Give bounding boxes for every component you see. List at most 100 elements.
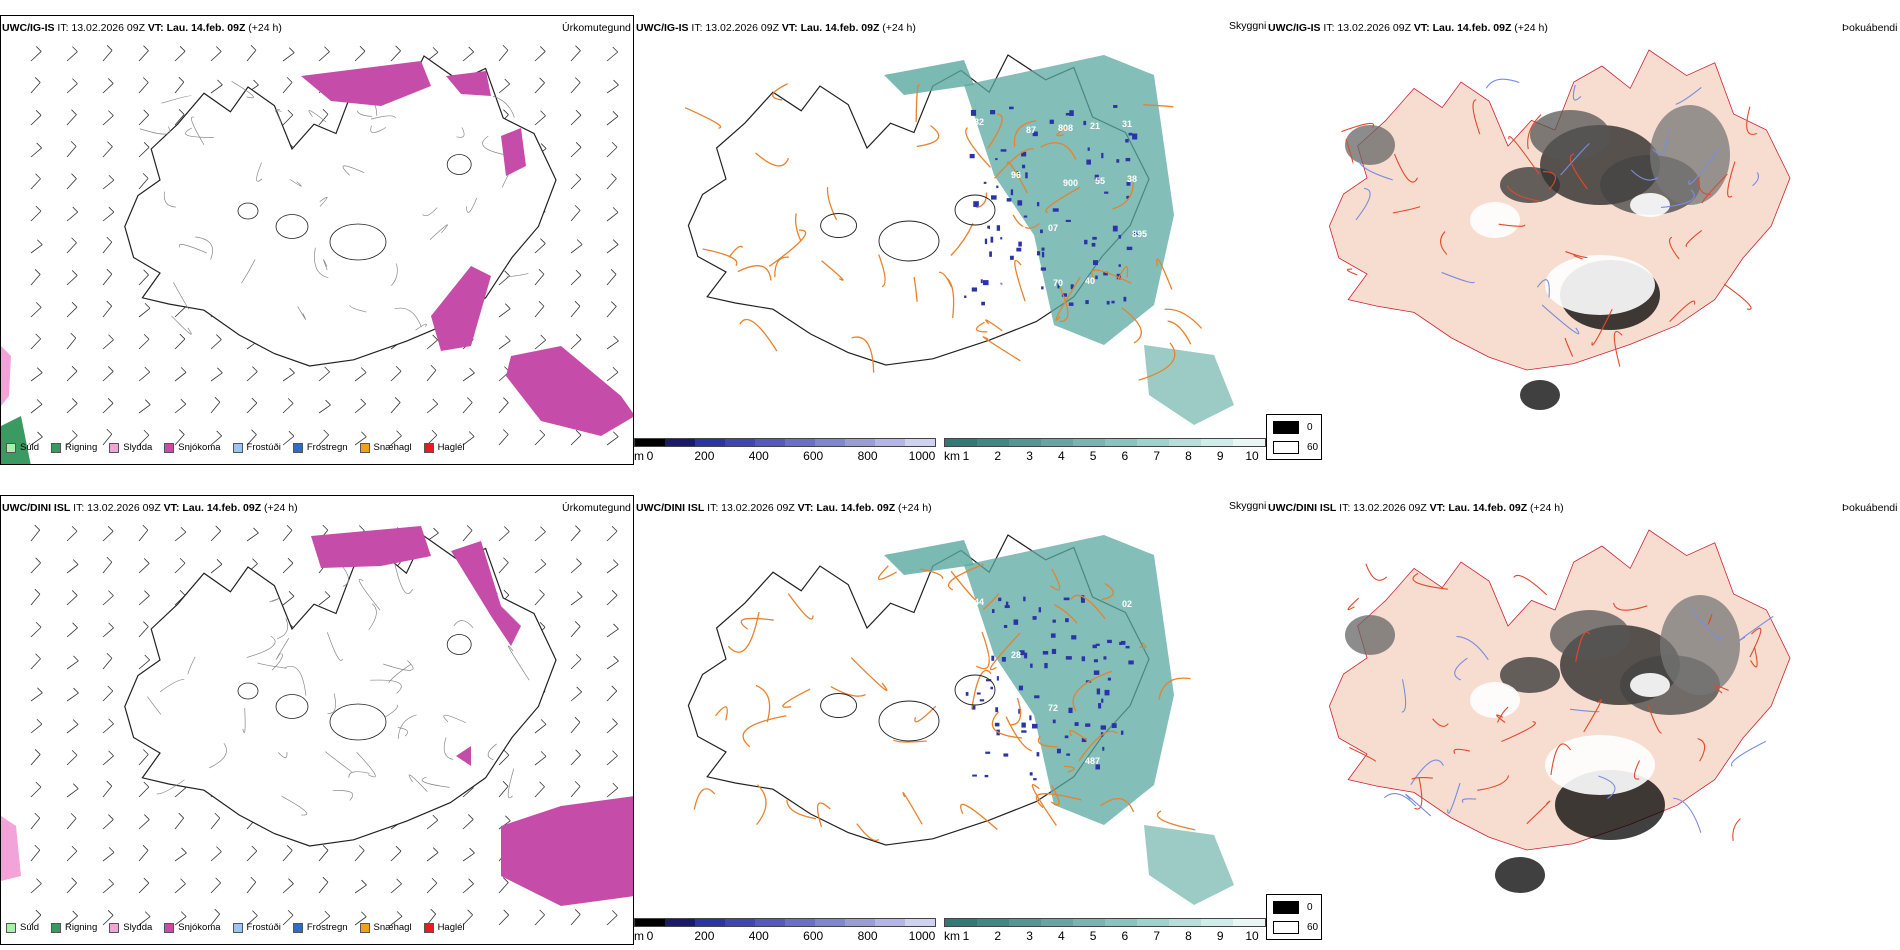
precip-legend-item: Frostúði (232, 922, 281, 933)
wind-barb (606, 718, 618, 734)
wind-barb (534, 110, 546, 126)
ceiling-cell (1094, 174, 1099, 180)
road-line (456, 127, 465, 138)
wind-barb (102, 428, 113, 446)
road-line (1070, 594, 1106, 620)
road-line (1346, 268, 1358, 276)
ceiling-cell (1021, 151, 1027, 157)
fog-legend-row: 0 (1273, 421, 1313, 434)
ceiling-cell (1024, 652, 1028, 659)
road-line (1156, 810, 1196, 831)
ceiling-cell (1032, 616, 1037, 620)
vis-bar-unit: km (944, 449, 960, 463)
wind-barb (30, 524, 41, 542)
wind-barb (570, 77, 581, 94)
river-line (1485, 78, 1520, 89)
wind-barb (102, 718, 114, 734)
wind-barb (246, 910, 258, 926)
road-line (1583, 699, 1602, 733)
river-line (1456, 635, 1489, 661)
road-line (370, 125, 387, 134)
road-line (1059, 286, 1069, 323)
legend-label: Súld (20, 442, 40, 453)
ceiling-cell (1006, 198, 1012, 202)
vis-bar-tick: 7 (1153, 929, 1160, 943)
ceiling-cell (1038, 607, 1042, 613)
legend-label: Haglél (437, 922, 465, 933)
wind-barb (30, 239, 43, 254)
road-line (185, 127, 214, 138)
ceiling-cell (983, 280, 989, 286)
precip-map-1 (1, 44, 633, 464)
snow-area (451, 541, 521, 646)
wind-barb (570, 109, 582, 126)
low-visibility-area (884, 60, 974, 95)
ceiling-cell (1111, 723, 1117, 729)
wind-barb (282, 557, 294, 574)
precip-legend-item: Frostregn (292, 442, 348, 453)
rain-area (1, 416, 31, 464)
ceiling-cell (973, 201, 979, 207)
wind-barb (138, 814, 150, 830)
wind-barb (354, 845, 365, 862)
road-line (987, 113, 1003, 149)
road-line (443, 714, 466, 724)
valid-time: Lau. 14.feb. 09Z (800, 22, 880, 34)
model-name: UWC/IG-IS (1268, 22, 1321, 34)
wind-barb (66, 877, 77, 894)
iceland-outline (124, 55, 557, 367)
road-line (421, 776, 450, 788)
wind-barb (498, 557, 509, 574)
road-line (1591, 308, 1613, 346)
sleet-area (1, 816, 21, 881)
wind-barb (534, 909, 545, 926)
ceiling-cell (1009, 106, 1014, 110)
ceiling-cell (969, 153, 975, 159)
fog-map-1 (1328, 49, 1791, 410)
ceiling-cell (984, 238, 988, 245)
ceiling-cell (1128, 132, 1133, 136)
ceiling-bar-tick: 600 (803, 449, 824, 463)
river-line (1541, 304, 1580, 335)
ceiling-cell (1032, 131, 1038, 137)
road-line (327, 693, 336, 714)
road-line (975, 321, 988, 333)
road-line (947, 563, 984, 591)
road-line (415, 323, 427, 331)
vis-bar-tick: 5 (1089, 929, 1097, 943)
ceiling-cell (1071, 635, 1077, 640)
precip-legend-item: Slydda (109, 442, 152, 453)
ceiling-cell (1119, 641, 1122, 646)
ceiling-cell (1111, 300, 1115, 304)
ceiling-bar-tick: 200 (694, 449, 715, 463)
wind-barb (102, 300, 113, 318)
init-time: IT: 13.02.2026 09Z (1339, 502, 1427, 514)
wind-barb (66, 783, 79, 798)
fog-area (1345, 125, 1395, 165)
road-line (356, 751, 376, 778)
ceiling-cell (1065, 656, 1072, 660)
road-line (284, 666, 307, 696)
low-visibility-area (964, 535, 1174, 825)
road-line (1701, 173, 1728, 204)
ceiling-cell (1095, 764, 1101, 770)
glacier-outline (820, 693, 858, 718)
road-line (1056, 126, 1068, 137)
ceiling-value-label: 808 (1058, 123, 1073, 133)
vis-panel-title: Skyggni (1229, 500, 1267, 512)
road-line (394, 561, 413, 594)
road-line (1013, 120, 1037, 147)
ceiling-cell (965, 692, 969, 696)
ceiling-value-label: 900 (1063, 178, 1078, 188)
wind-barb (570, 653, 582, 670)
road-line (1746, 106, 1758, 135)
wind-barb (102, 141, 113, 158)
wind-barb (66, 813, 77, 830)
wind-barb (66, 622, 78, 638)
road-line (830, 686, 866, 697)
ceiling-cell (996, 676, 999, 681)
wind-barb (138, 77, 149, 94)
ceiling-cell (1102, 746, 1105, 751)
river-line (1688, 147, 1721, 185)
ceiling-cell (1029, 715, 1032, 721)
